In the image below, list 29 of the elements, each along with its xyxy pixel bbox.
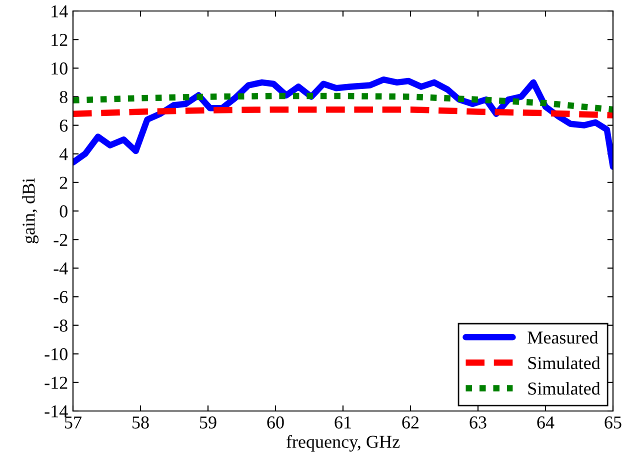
- y-tick-label: 10: [52, 62, 68, 75]
- y-tick-label: 8: [60, 90, 68, 104]
- legend-label: Simulated: [528, 382, 600, 395]
- x-axis-title: frequency, GHz: [286, 435, 400, 452]
- x-tick-label: 57: [65, 416, 82, 429]
- y-tick-label: 6: [60, 120, 68, 132]
- y-tick-label: 14: [52, 5, 68, 18]
- x-tick-label: 59: [200, 416, 216, 429]
- y-tick-label: 0: [60, 205, 68, 218]
- x-tick-label: 64: [537, 416, 554, 429]
- y-tick-label: -12: [44, 376, 68, 389]
- y-tick-label: 2: [60, 176, 68, 189]
- x-tick-label: 63: [470, 416, 486, 429]
- y-tick-label: -2: [54, 234, 68, 246]
- y-tick-label: -8: [54, 320, 68, 332]
- legend-label: Measured: [528, 330, 598, 344]
- y-tick-label: 4: [59, 148, 68, 160]
- x-tick-label: 62: [402, 416, 419, 429]
- y-axis-title: gain, dBi: [22, 178, 39, 244]
- y-tick-label: -4: [54, 262, 68, 274]
- y-tick-label: -6: [54, 291, 68, 304]
- y-tick-label: -14: [44, 405, 68, 418]
- x-tick-label: 65: [604, 416, 622, 429]
- y-tick-label: 12: [52, 34, 68, 46]
- legend-label: Simulated: [528, 356, 600, 370]
- x-tick-label: 58: [132, 416, 149, 429]
- x-tick-label: 61: [334, 416, 351, 429]
- x-tick-label: 60: [267, 416, 284, 429]
- y-tick-label: -10: [44, 348, 68, 360]
